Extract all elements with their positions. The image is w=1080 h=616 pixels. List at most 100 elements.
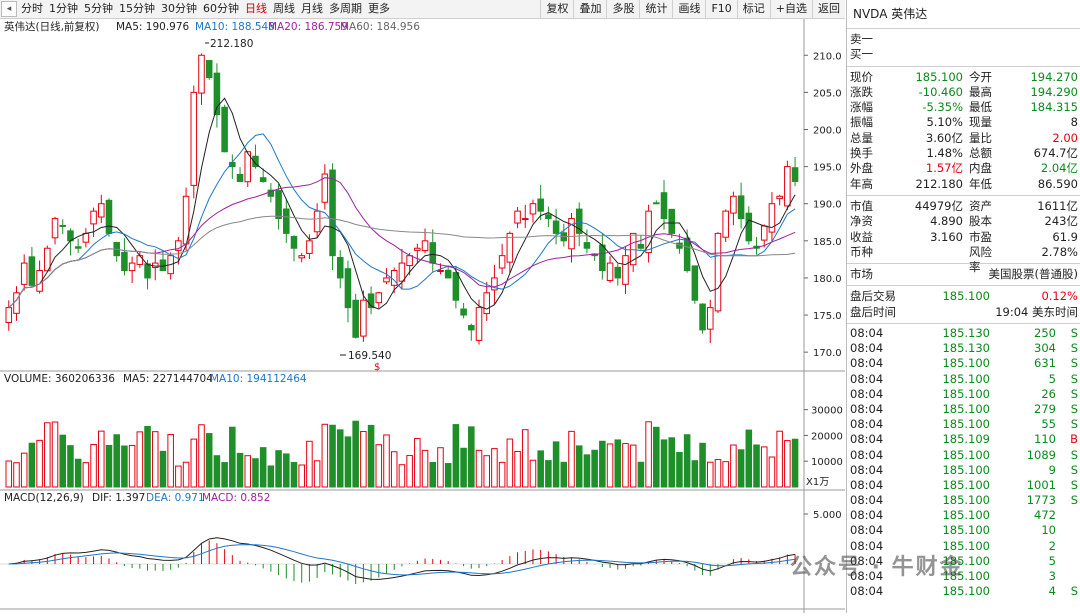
candle-body <box>768 203 776 233</box>
quote-key: 量比 <box>969 130 992 145</box>
period-tab[interactable]: 周线 <box>273 2 295 15</box>
tick-price: 185.109 <box>942 432 990 447</box>
quote-value: 194.290 <box>1030 84 1078 99</box>
candle-body <box>244 151 252 183</box>
tick-side: S <box>1070 493 1078 508</box>
tick-side: S <box>1070 477 1078 492</box>
dea-label: DEA: 0.971 <box>146 492 205 504</box>
candle-body <box>498 255 506 269</box>
tool-button[interactable]: 多股 <box>606 0 639 18</box>
tick-time: 08:04 <box>850 371 884 386</box>
period-tab[interactable]: 1分钟 <box>49 2 78 15</box>
quote-key: 涨幅 <box>850 100 873 115</box>
candle-body <box>344 268 352 309</box>
volume-bar <box>321 423 329 488</box>
quote-value: 8 <box>1070 115 1078 130</box>
candle-body <box>59 224 67 227</box>
period-tab[interactable]: 月线 <box>301 2 323 15</box>
tick-row: 08:04 185.100 9 S <box>847 463 1080 478</box>
candle-body <box>421 240 429 252</box>
candle-body <box>730 195 737 214</box>
quote-row: 换手 1.48% 总额 674.7亿 <box>847 146 1080 161</box>
tool-button[interactable]: 叠加 <box>573 0 606 18</box>
tool-button[interactable]: 返回 <box>812 0 845 18</box>
quote-key: 风险率 <box>969 244 992 275</box>
high-annotation: 212.180 <box>210 38 253 50</box>
quote-value: 184.315 <box>1030 100 1078 115</box>
tick-volume: 279 <box>1034 401 1056 416</box>
candle-body <box>645 210 652 254</box>
tick-list[interactable]: 08:04 185.130 250 S 08:04 185.130 304 S 08:04 185… <box>847 323 1080 599</box>
volume-bar <box>144 426 151 488</box>
candle-body <box>668 208 676 234</box>
volume-bar <box>768 456 776 488</box>
tick-volume: 631 <box>1034 356 1056 371</box>
tick-price: 185.100 <box>942 553 990 568</box>
macd-title: MACD(12,26,9) <box>4 492 84 504</box>
macd-legend: MACD(12,26,9) DIF: 1.397 DEA: 0.971 MACD… <box>4 492 270 504</box>
tick-side: S <box>1070 447 1078 462</box>
volume-bar <box>444 463 452 488</box>
tick-price: 185.100 <box>942 401 990 416</box>
period-tab[interactable]: 30分钟 <box>161 2 197 15</box>
volume-bar <box>82 462 90 488</box>
period-tab[interactable]: 5分钟 <box>84 2 113 15</box>
period-tab[interactable]: 分时 <box>21 2 43 15</box>
volume-bar <box>599 440 606 488</box>
volume-bar <box>20 452 28 488</box>
after-pct: 0.12% <box>1041 289 1078 304</box>
quote-key: 总额 <box>969 146 992 161</box>
tick-price: 185.100 <box>942 356 990 371</box>
candle-body <box>290 236 298 249</box>
volume-bar <box>699 442 706 488</box>
tick-volume: 2 <box>1048 538 1056 553</box>
tool-button[interactable]: 标记 <box>736 0 770 18</box>
tick-volume: 472 <box>1034 508 1056 523</box>
quote-symbol: NVDA 英伟达 <box>847 0 1080 29</box>
volume-bar <box>128 444 136 488</box>
volume-bar <box>737 449 745 488</box>
tool-button[interactable]: 画线 <box>672 0 705 18</box>
macd-value-label: MACD: 0.852 <box>202 492 270 504</box>
volume-bar <box>13 462 20 488</box>
period-tab[interactable]: 多周期 <box>329 2 362 15</box>
period-tab[interactable]: 15分钟 <box>119 2 155 15</box>
volume-bar <box>383 434 390 488</box>
volume-bar <box>98 430 105 488</box>
tick-time: 08:04 <box>850 356 884 371</box>
candle-body <box>205 60 213 79</box>
tool-button[interactable]: 复权 <box>540 0 573 18</box>
tick-time: 08:04 <box>850 432 884 447</box>
volume-bar <box>283 453 290 488</box>
candle-body <box>360 299 367 337</box>
tick-side <box>1056 508 1078 523</box>
tick-price: 185.100 <box>942 417 990 432</box>
dif-label: DIF: 1.397 <box>92 492 145 504</box>
period-tab[interactable]: 日线 <box>245 2 267 15</box>
tick-time: 08:04 <box>850 417 884 432</box>
ma20-label: MA20: 186.759 <box>268 21 348 33</box>
tick-volume: 3 <box>1048 569 1056 584</box>
kline-chart[interactable]: 英伟达(日线,前复权) MA5: 190.976 MA10: 188.548 M… <box>0 19 845 613</box>
volume-bar <box>390 451 398 488</box>
tick-row: 08:04 185.100 1773 S <box>847 493 1080 508</box>
nav-left-icon[interactable]: ◂ <box>1 1 17 17</box>
volume-bar <box>545 460 552 488</box>
tick-volume: 9 <box>1048 462 1056 477</box>
quote-value: 44979亿 <box>914 198 963 213</box>
period-tab[interactable]: 60分钟 <box>203 2 239 15</box>
candle-body <box>529 203 537 215</box>
tool-button[interactable]: +自选 <box>769 0 812 18</box>
candle-body <box>82 232 90 243</box>
volume-bar <box>575 445 583 488</box>
volume-bar <box>776 430 783 488</box>
tool-button[interactable]: 统计 <box>639 0 672 18</box>
period-tab[interactable]: 更多 <box>368 2 390 15</box>
volume-bar <box>483 455 490 488</box>
candle-body <box>90 210 97 225</box>
tool-button[interactable]: F10 <box>705 0 736 18</box>
candle-body <box>776 195 783 200</box>
tick-price: 185.100 <box>942 508 990 523</box>
volume-bar <box>629 444 637 488</box>
quote-value: 674.7亿 <box>1033 146 1078 161</box>
